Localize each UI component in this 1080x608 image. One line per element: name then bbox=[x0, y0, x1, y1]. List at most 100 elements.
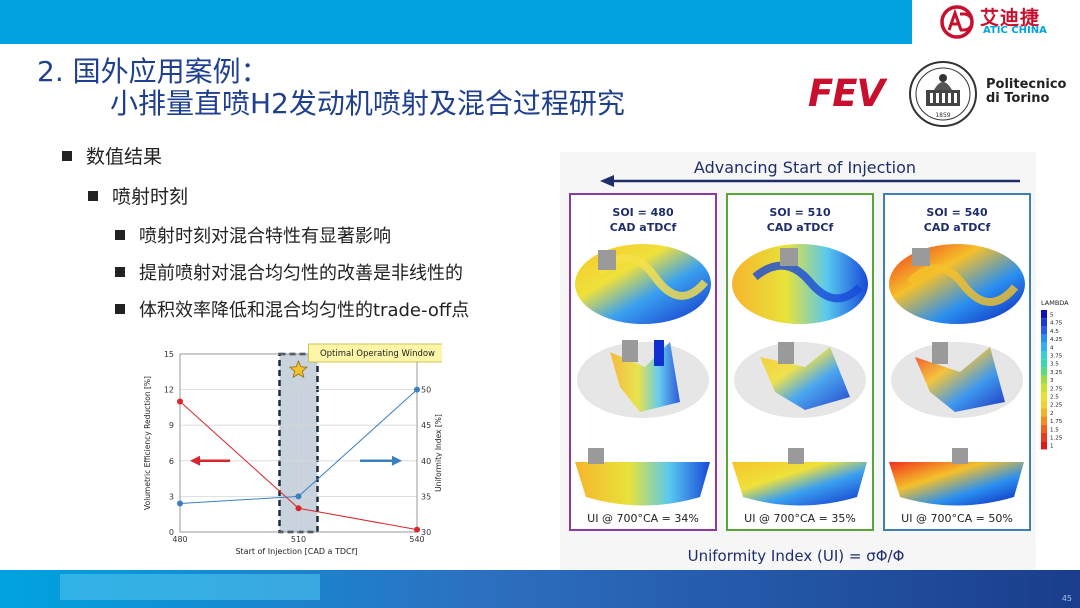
legend-value: 1 bbox=[1050, 444, 1054, 450]
legend-value: 1.5 bbox=[1050, 427, 1059, 433]
bullet-square-icon bbox=[115, 304, 125, 314]
y2-tick-label: 35 bbox=[421, 492, 431, 501]
bullet-square-icon bbox=[115, 230, 125, 240]
legend-swatch bbox=[1041, 326, 1047, 335]
legend-swatch bbox=[1041, 310, 1047, 319]
legend-value: 4.25 bbox=[1050, 337, 1063, 343]
fev-logo: FEV bbox=[808, 72, 885, 115]
legend-value: 3.75 bbox=[1050, 354, 1063, 360]
top-banner bbox=[0, 0, 1080, 44]
slide-title-line-1: 2. 国外应用案例： bbox=[37, 55, 269, 88]
data-point bbox=[414, 386, 420, 393]
annotation-box bbox=[308, 343, 442, 363]
lambda-legend: LAMBDA 5 4.75 4.5 4.25 4 3.75 3.5 3.25 3 2.75 2.5 2.… bbox=[1041, 299, 1069, 450]
logo-english-name: ATIC CHINA bbox=[983, 25, 1047, 36]
logo-area bbox=[912, 0, 1080, 44]
data-point bbox=[414, 526, 420, 533]
slide-title-line-2: 小排量直喷H2发动机喷射及混合过程研究 bbox=[110, 87, 625, 120]
panel-soi-540: SOI = 540 CAD aTDCf UI @ 700°CA = 50% bbox=[883, 193, 1031, 531]
y2-axis-label: Uniformity Index [%] bbox=[434, 414, 442, 492]
legend-swatch bbox=[1041, 318, 1047, 327]
polito-name-line-1: Politecnico bbox=[986, 77, 1067, 92]
page-number: 45 bbox=[1061, 594, 1072, 603]
bullet-square-icon bbox=[115, 267, 125, 277]
y-tick-label: 9 bbox=[169, 421, 174, 430]
legend-value: 2 bbox=[1050, 411, 1054, 417]
panel-soi-label: SOI = 510 bbox=[769, 206, 831, 219]
legend-swatch bbox=[1041, 433, 1047, 442]
uniformity-index-formula: Uniformity Index (UI) = σΦ/Φ bbox=[688, 547, 905, 565]
legend-swatch bbox=[1041, 416, 1047, 425]
legend-value: 1.25 bbox=[1050, 436, 1063, 442]
data-point bbox=[177, 398, 183, 405]
legend-value: 4.5 bbox=[1050, 329, 1059, 335]
x-tick-label: 480 bbox=[172, 535, 187, 544]
x-tick-label: 510 bbox=[291, 535, 306, 544]
data-point bbox=[295, 493, 302, 500]
panel-cad-label: CAD aTDCf bbox=[610, 221, 677, 234]
soi-tradeoff-chart: 0 3 6 9 12 15 30 35 40 45 50 480 510 540 Start of Inje… bbox=[143, 343, 442, 556]
legend-swatch bbox=[1041, 367, 1047, 376]
data-point bbox=[295, 505, 302, 512]
panel-ui-label: UI @ 700°CA = 50% bbox=[901, 512, 1013, 525]
arrow-left-icon bbox=[190, 455, 200, 466]
bottom-banner-highlight bbox=[60, 574, 320, 600]
legend-value: 2.25 bbox=[1050, 403, 1063, 409]
y-tick-label: 6 bbox=[169, 457, 174, 466]
legend-value: 3 bbox=[1050, 378, 1054, 384]
legend-value: 1.75 bbox=[1050, 419, 1063, 425]
y-tick-label: 3 bbox=[169, 492, 174, 501]
star-icon bbox=[288, 359, 309, 379]
bullet-level-2: 喷射时刻 bbox=[88, 182, 188, 209]
bullet-level-1: 数值结果 bbox=[62, 142, 162, 169]
x-axis-label: Start of Injection [CAD a TDCf] bbox=[235, 547, 357, 556]
bullet-level-3: 提前喷射对混合均匀性的改善是非线性的 bbox=[115, 259, 463, 285]
atic-logo-icon bbox=[940, 5, 974, 39]
panel-ui-label: UI @ 700°CA = 34% bbox=[587, 512, 699, 525]
legend-swatch bbox=[1041, 441, 1047, 450]
cfd-results-figure: Advancing Start of Injection SOI = 480 C… bbox=[560, 152, 1036, 574]
legend-swatch bbox=[1041, 408, 1047, 417]
legend-value: 4 bbox=[1050, 345, 1054, 351]
polito-seal-icon: 1859 bbox=[909, 61, 977, 127]
polito-name: Politecnico di Torino bbox=[986, 78, 1066, 106]
y-tick-label: 15 bbox=[164, 350, 174, 359]
legend-swatch bbox=[1041, 383, 1047, 392]
y-tick-label: 12 bbox=[164, 386, 174, 395]
y2-tick-label: 30 bbox=[421, 528, 431, 537]
legend-value: 2.5 bbox=[1050, 395, 1059, 401]
legend-swatch bbox=[1041, 400, 1047, 409]
bullet-level-3: 喷射时刻对混合特性有显著影响 bbox=[115, 222, 391, 248]
legend-swatch bbox=[1041, 424, 1047, 433]
legend-title: LAMBDA bbox=[1041, 299, 1069, 307]
panel-soi-label: SOI = 540 bbox=[926, 206, 988, 219]
legend-value: 3.5 bbox=[1050, 362, 1059, 368]
x-tick-label: 540 bbox=[409, 535, 424, 544]
legend-swatch bbox=[1041, 342, 1047, 351]
bullet-level-3: 体积效率降低和混合均匀性的trade-off点 bbox=[115, 296, 469, 322]
legend-value: 3.25 bbox=[1050, 370, 1063, 376]
panel-cad-label: CAD aTDCf bbox=[767, 221, 834, 234]
panel-cad-label: CAD aTDCf bbox=[924, 221, 991, 234]
y-axis-label: Volumetric Efficiency Reduction [%] bbox=[143, 376, 152, 510]
arrow-right-icon bbox=[392, 455, 402, 466]
legend-value: 4.75 bbox=[1050, 321, 1063, 327]
y2-tick-label: 40 bbox=[421, 457, 431, 466]
polito-name-line-2: di Torino bbox=[986, 91, 1050, 106]
bullet-square-icon bbox=[62, 151, 72, 161]
legend-swatch bbox=[1041, 392, 1047, 401]
panel-ui-label: UI @ 700°CA = 35% bbox=[744, 512, 856, 525]
y2-tick-label: 50 bbox=[421, 386, 431, 395]
plot-frame bbox=[179, 353, 418, 533]
legend-swatch bbox=[1041, 375, 1047, 384]
logo-chinese-name: 艾迪捷 bbox=[980, 7, 1041, 29]
y2-tick-label: 45 bbox=[421, 421, 431, 430]
panel-soi-480: SOI = 480 CAD aTDCf UI @ 700°CA = 34% bbox=[569, 193, 717, 531]
y-tick-label: 0 bbox=[169, 528, 174, 537]
arrow-left-icon bbox=[600, 175, 614, 187]
legend-value: 2.75 bbox=[1050, 386, 1063, 392]
panel-soi-510: SOI = 510 CAD aTDCf UI @ 700°CA = 35% bbox=[726, 193, 874, 531]
data-point bbox=[177, 500, 183, 507]
legend-swatch bbox=[1041, 359, 1047, 368]
figure-header: Advancing Start of Injection bbox=[694, 158, 916, 177]
